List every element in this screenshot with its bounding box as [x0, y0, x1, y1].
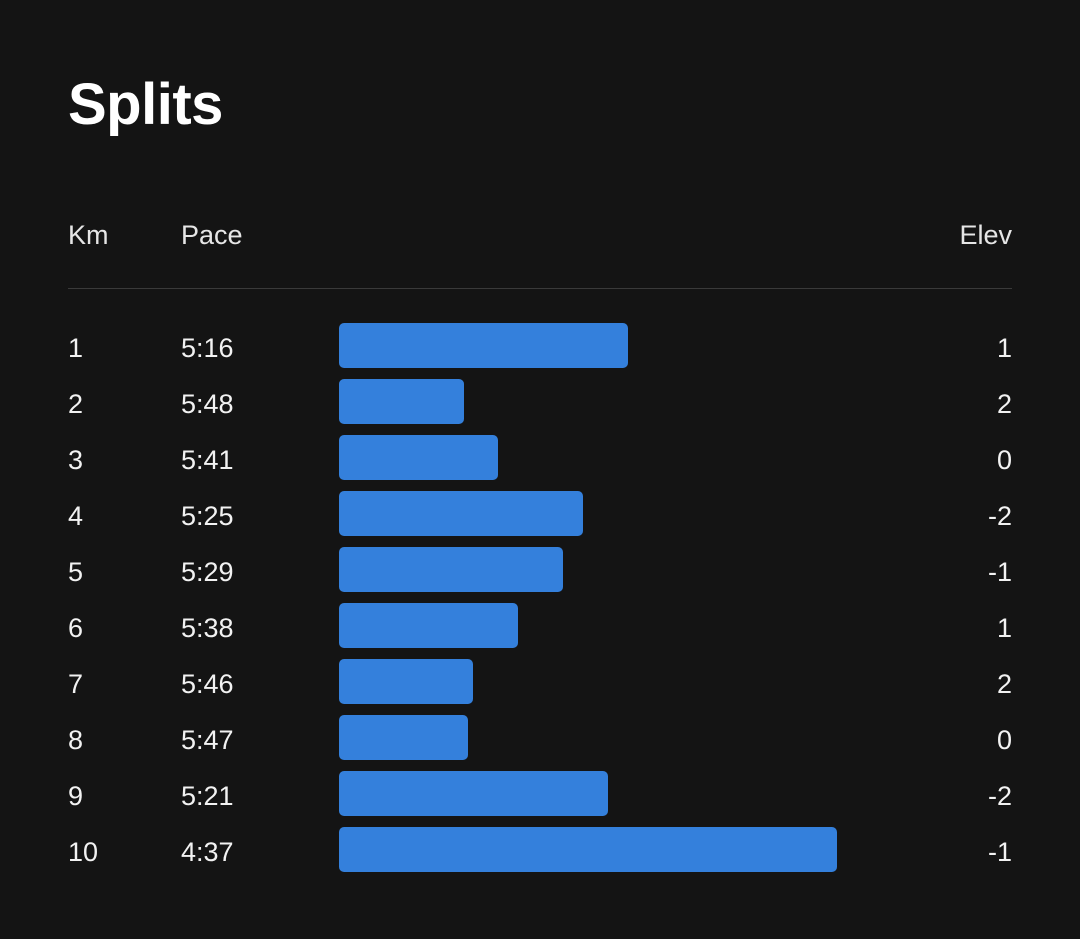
- split-pace: 5:21: [181, 781, 234, 811]
- split-km: 10: [68, 837, 99, 867]
- split-km: 9: [68, 781, 84, 811]
- split-pace: 5:48: [181, 389, 234, 419]
- split-pace: 4:37: [181, 837, 234, 867]
- split-pace: 5:25: [181, 501, 234, 531]
- split-elev: 2: [996, 389, 1012, 419]
- split-pace-bar: [339, 827, 837, 872]
- split-km: 8: [68, 725, 84, 755]
- header-elev: Elev: [959, 220, 1012, 250]
- split-km: 5: [68, 557, 84, 587]
- split-elev: 1: [996, 613, 1012, 643]
- split-pace: 5:46: [181, 669, 234, 699]
- split-pace-bar: [339, 715, 468, 760]
- split-pace: 5:29: [181, 557, 234, 587]
- split-row: 1 5:16 1: [0, 320, 1080, 376]
- split-elev: 0: [996, 445, 1012, 475]
- split-elev: -1: [987, 557, 1012, 587]
- split-pace-bar: [339, 379, 464, 424]
- split-pace: 5:38: [181, 613, 234, 643]
- split-pace-bar: [339, 435, 498, 480]
- split-row: 6 5:38 1: [0, 600, 1080, 656]
- split-km: 3: [68, 445, 84, 475]
- split-elev: -2: [987, 501, 1012, 531]
- split-km: 7: [68, 669, 84, 699]
- split-pace-bar: [339, 659, 473, 704]
- split-row: 5 5:29 -1: [0, 544, 1080, 600]
- split-row: 8 5:47 0: [0, 712, 1080, 768]
- split-row: 7 5:46 2: [0, 656, 1080, 712]
- split-row: 2 5:48 2: [0, 376, 1080, 432]
- split-km: 2: [68, 389, 84, 419]
- split-row: 10 4:37 -1: [0, 824, 1080, 880]
- split-elev: -1: [987, 837, 1012, 867]
- split-elev: -2: [987, 781, 1012, 811]
- split-km: 4: [68, 501, 84, 531]
- header-pace: Pace: [181, 220, 243, 250]
- split-elev: 2: [996, 669, 1012, 699]
- split-pace: 5:16: [181, 333, 234, 363]
- split-row: 4 5:25 -2: [0, 488, 1080, 544]
- splits-table-header: Km Pace Elev: [0, 215, 1080, 255]
- header-km: Km: [68, 220, 109, 250]
- split-pace: 5:41: [181, 445, 234, 475]
- split-elev: 0: [996, 725, 1012, 755]
- split-pace-bar: [339, 603, 518, 648]
- split-pace: 5:47: [181, 725, 234, 755]
- split-row: 3 5:41 0: [0, 432, 1080, 488]
- page-title: Splits: [68, 72, 223, 137]
- header-divider: [68, 288, 1012, 289]
- split-row: 9 5:21 -2: [0, 768, 1080, 824]
- split-km: 6: [68, 613, 84, 643]
- split-pace-bar: [339, 547, 563, 592]
- split-pace-bar: [339, 771, 608, 816]
- split-pace-bar: [339, 323, 628, 368]
- split-elev: 1: [996, 333, 1012, 363]
- split-pace-bar: [339, 491, 583, 536]
- split-km: 1: [68, 333, 84, 363]
